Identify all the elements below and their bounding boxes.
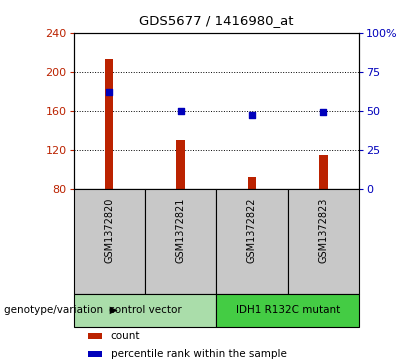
Text: GSM1372822: GSM1372822: [247, 197, 257, 263]
Text: GSM1372821: GSM1372821: [176, 197, 186, 262]
Bar: [88, 351, 102, 357]
Text: percentile rank within the sample: percentile rank within the sample: [110, 349, 286, 359]
Bar: [145, 189, 216, 294]
Bar: [88, 333, 102, 339]
Point: [106, 89, 113, 95]
Text: GDS5677 / 1416980_at: GDS5677 / 1416980_at: [139, 14, 294, 27]
Text: GSM1372823: GSM1372823: [318, 197, 328, 262]
Bar: [74, 294, 216, 327]
Bar: [176, 140, 185, 189]
Bar: [216, 294, 359, 327]
Text: IDH1 R132C mutant: IDH1 R132C mutant: [236, 305, 340, 315]
Point: [177, 108, 184, 114]
Point: [320, 109, 327, 115]
Bar: [216, 189, 288, 294]
Bar: [288, 189, 359, 294]
Bar: [319, 155, 328, 189]
Text: GSM1372820: GSM1372820: [104, 197, 114, 262]
Bar: [105, 59, 113, 189]
Text: genotype/variation  ▶: genotype/variation ▶: [4, 305, 118, 315]
Text: count: count: [110, 331, 140, 341]
Text: control vector: control vector: [108, 305, 181, 315]
Bar: [248, 177, 256, 189]
Point: [249, 113, 255, 118]
Bar: [74, 189, 145, 294]
